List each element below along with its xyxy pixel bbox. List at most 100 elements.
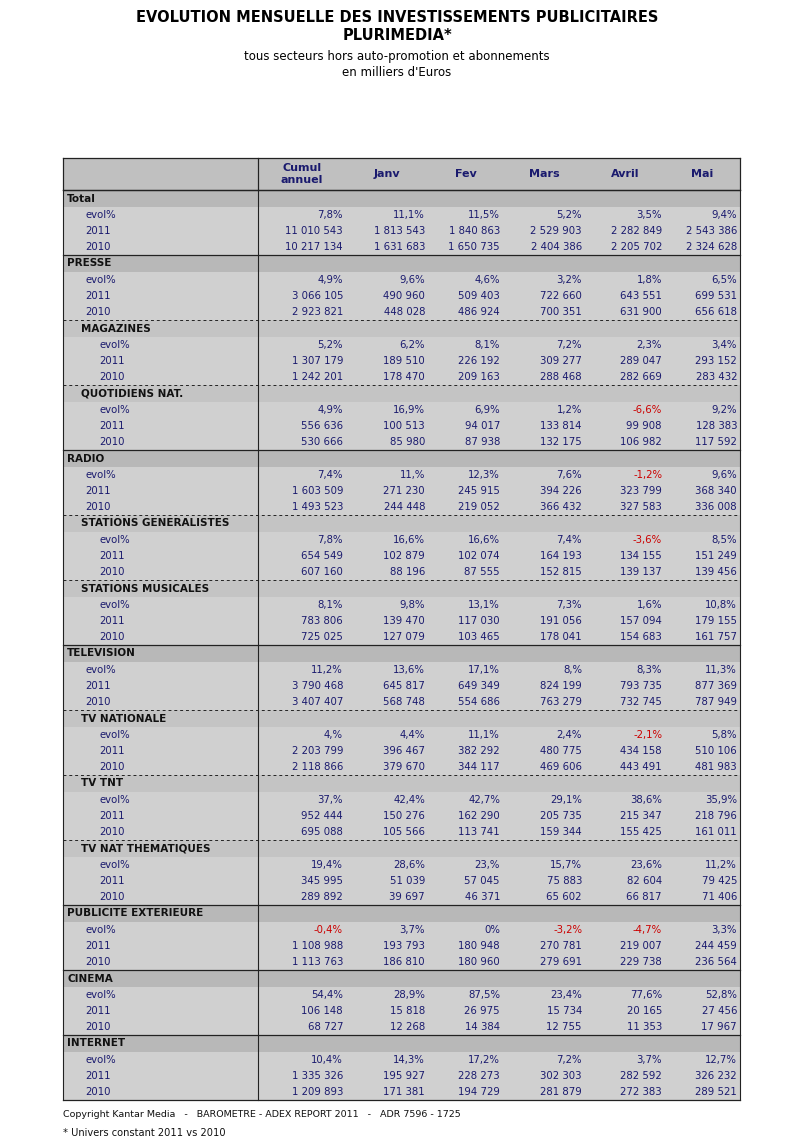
Text: 272 383: 272 383	[620, 1087, 662, 1097]
Text: 68 727: 68 727	[307, 1022, 343, 1032]
Text: 15,7%: 15,7%	[550, 860, 582, 870]
Text: 2010: 2010	[99, 372, 125, 382]
Text: 7,8%: 7,8%	[318, 535, 343, 545]
Text: 2 529 903: 2 529 903	[530, 226, 582, 236]
Text: 12 268: 12 268	[390, 1022, 425, 1032]
Text: -3,6%: -3,6%	[633, 535, 662, 545]
Text: 9,8%: 9,8%	[399, 600, 425, 610]
Text: 8,1%: 8,1%	[475, 340, 500, 350]
Text: 2011: 2011	[85, 941, 110, 951]
Bar	[63, 709, 258, 727]
Bar	[258, 597, 740, 613]
Text: 6,9%: 6,9%	[474, 405, 500, 414]
Text: 215 347: 215 347	[620, 810, 662, 821]
Text: evol%: evol%	[85, 665, 116, 675]
Bar	[63, 695, 258, 709]
Text: 509 403: 509 403	[458, 290, 500, 301]
Text: 35,9%: 35,9%	[705, 796, 737, 805]
Bar	[63, 467, 258, 483]
Bar	[258, 207, 740, 223]
Text: 12,7%: 12,7%	[705, 1055, 737, 1065]
Text: 787 949: 787 949	[695, 697, 737, 707]
Text: CINEMA: CINEMA	[67, 974, 113, 984]
Text: 23,4%: 23,4%	[550, 990, 582, 1000]
Text: 11,3%: 11,3%	[705, 665, 737, 675]
Bar	[63, 872, 258, 889]
Text: 179 155: 179 155	[695, 616, 737, 626]
Text: QUOTIDIENS NAT.: QUOTIDIENS NAT.	[81, 388, 183, 398]
Bar	[63, 922, 258, 938]
Text: 103 465: 103 465	[458, 633, 500, 642]
Text: 51 039: 51 039	[390, 876, 425, 886]
Text: 2 203 799: 2 203 799	[291, 746, 343, 757]
Text: 9,4%: 9,4%	[711, 210, 737, 220]
Text: 191 056: 191 056	[540, 616, 582, 626]
Bar	[258, 532, 740, 548]
Text: 180 948: 180 948	[458, 941, 500, 951]
Bar	[258, 580, 740, 597]
Text: 725 025: 725 025	[301, 633, 343, 642]
Bar	[63, 645, 258, 662]
Bar	[258, 467, 740, 483]
Text: 157 094: 157 094	[620, 616, 662, 626]
Text: 8,3%: 8,3%	[637, 665, 662, 675]
Text: 42,4%: 42,4%	[393, 796, 425, 805]
Text: 4,%: 4,%	[324, 730, 343, 740]
Text: TV NATIONALE: TV NATIONALE	[81, 714, 166, 723]
Bar	[258, 938, 740, 954]
Bar	[258, 743, 740, 759]
Text: 164 193: 164 193	[540, 551, 582, 561]
Text: 189 510: 189 510	[384, 356, 425, 366]
Text: STATIONS GENERALISTES: STATIONS GENERALISTES	[81, 519, 229, 528]
Text: 194 729: 194 729	[458, 1087, 500, 1097]
Bar	[258, 613, 740, 629]
Text: 2 118 866: 2 118 866	[291, 762, 343, 771]
Text: 2011: 2011	[99, 616, 125, 626]
Text: 4,9%: 4,9%	[318, 405, 343, 414]
Text: evol%: evol%	[99, 405, 129, 414]
Text: 345 995: 345 995	[301, 876, 343, 886]
Text: 1 242 201: 1 242 201	[292, 372, 343, 382]
Bar	[258, 499, 740, 515]
Text: 245 915: 245 915	[458, 486, 500, 496]
Text: 71 406: 71 406	[702, 892, 737, 902]
Bar	[258, 385, 740, 402]
Text: 205 735: 205 735	[540, 810, 582, 821]
Text: 344 117: 344 117	[458, 762, 500, 771]
Bar	[258, 1084, 740, 1100]
Text: 1 113 763: 1 113 763	[291, 957, 343, 967]
Text: 952 444: 952 444	[301, 810, 343, 821]
Text: 394 226: 394 226	[540, 486, 582, 496]
Text: 11,1%: 11,1%	[393, 210, 425, 220]
Bar	[63, 954, 258, 970]
Text: 732 745: 732 745	[620, 697, 662, 707]
Bar	[258, 434, 740, 450]
Bar	[63, 792, 258, 808]
Text: evol%: evol%	[85, 210, 116, 220]
Text: 3,2%: 3,2%	[557, 276, 582, 285]
Bar	[258, 808, 740, 824]
Text: 631 900: 631 900	[620, 307, 662, 317]
Text: 722 660: 722 660	[540, 290, 582, 301]
Text: 554 686: 554 686	[458, 697, 500, 707]
Bar	[63, 320, 258, 338]
Text: 77,6%: 77,6%	[630, 990, 662, 1000]
Text: 1 335 326: 1 335 326	[291, 1071, 343, 1081]
Text: 7,4%: 7,4%	[557, 535, 582, 545]
Text: 75 883: 75 883	[546, 876, 582, 886]
Bar	[63, 1003, 258, 1019]
Text: 2 282 849: 2 282 849	[611, 226, 662, 236]
Bar	[63, 191, 258, 207]
Text: Fev: Fev	[455, 169, 476, 179]
Text: 877 369: 877 369	[695, 681, 737, 691]
Text: 1 603 509: 1 603 509	[291, 486, 343, 496]
Text: 23,6%: 23,6%	[630, 860, 662, 870]
Text: 10 217 134: 10 217 134	[285, 242, 343, 253]
Text: 289 521: 289 521	[696, 1087, 737, 1097]
Text: 695 088: 695 088	[301, 827, 343, 837]
Text: 88 196: 88 196	[390, 567, 425, 577]
Bar	[63, 548, 258, 564]
Text: evol%: evol%	[85, 276, 116, 285]
Bar	[63, 369, 258, 385]
Bar	[258, 515, 740, 532]
